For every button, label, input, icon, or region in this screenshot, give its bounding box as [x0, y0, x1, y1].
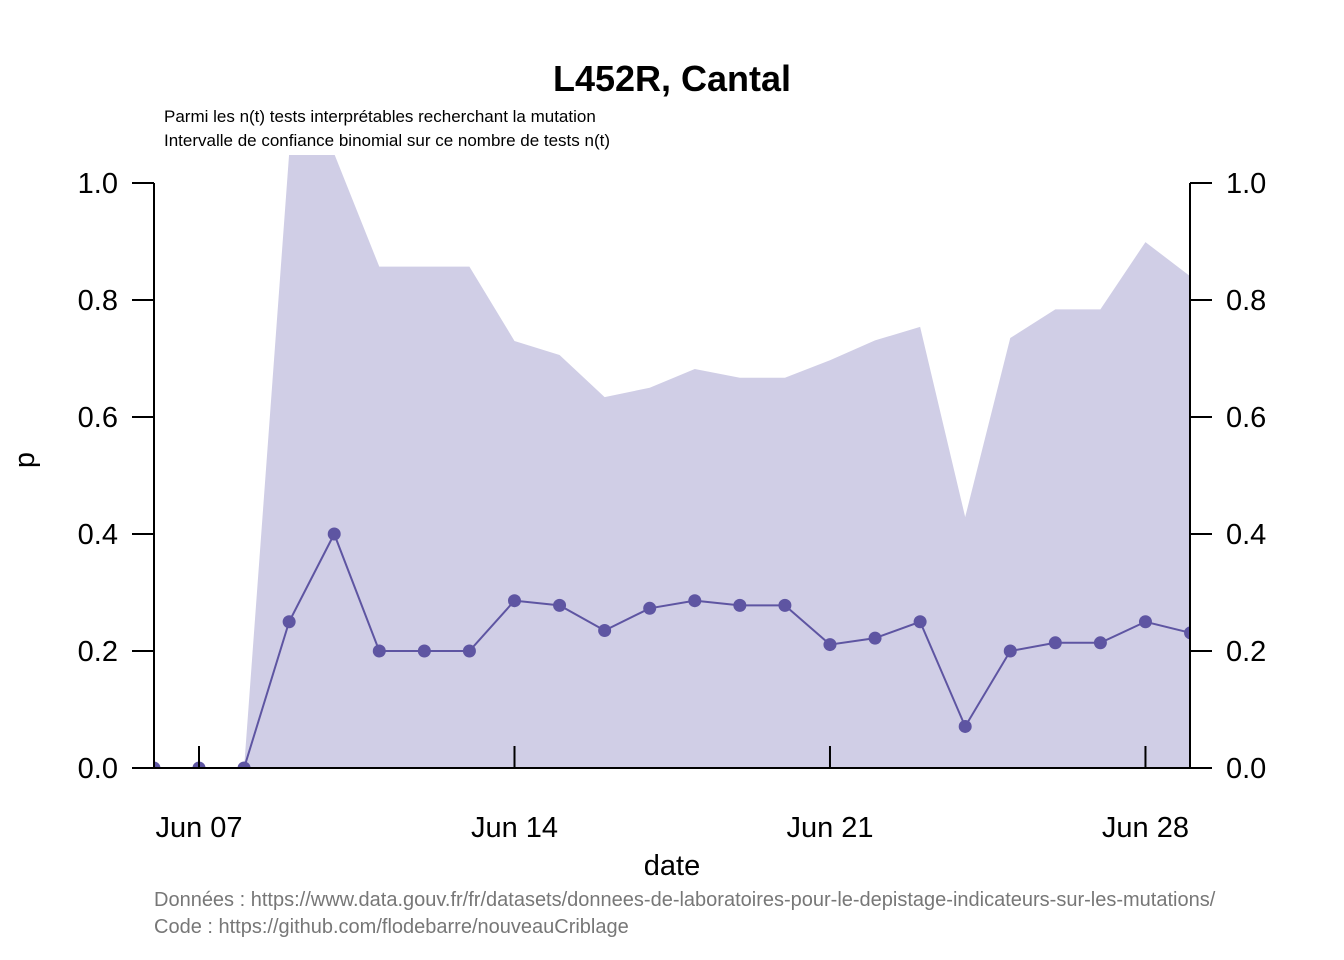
data-point	[282, 615, 296, 629]
chart-title: L452R, Cantal	[553, 58, 791, 99]
data-point	[823, 638, 837, 652]
y-tick-label-right: 0.4	[1226, 519, 1266, 551]
data-point	[372, 644, 386, 658]
data-point	[778, 598, 792, 612]
data-point	[237, 761, 251, 768]
data-point	[327, 527, 341, 541]
data-point	[1138, 615, 1152, 629]
x-tick-label: Jun 28	[1102, 812, 1189, 844]
data-point	[913, 615, 927, 629]
axes: 0.0 0.0 0.2 0.2 0.4 0.4 0.6 0.6 0.8 0.8 1.0 1.0 Jun …	[78, 168, 1267, 844]
y-tick-label-right: 0.8	[1226, 285, 1266, 317]
data-point	[733, 598, 747, 612]
data-point	[958, 719, 972, 733]
x-tick-label: Jun 21	[786, 812, 873, 844]
chart-subtitle-line-2: Intervalle de confiance binomial sur ce …	[164, 131, 610, 150]
confidence-band	[154, 155, 1190, 768]
data-point	[1184, 626, 1190, 640]
y-tick-label-left: 0.2	[78, 636, 118, 668]
proportion-series-layer	[154, 527, 1190, 768]
data-point	[688, 594, 702, 608]
confidence-band-layer	[154, 155, 1190, 768]
caption-code-source: Code : https://github.com/flodebarre/nou…	[154, 916, 629, 938]
x-tick-label: Jun 07	[155, 812, 242, 844]
y-tick-label-left: 0.4	[78, 519, 118, 551]
data-point	[643, 601, 657, 615]
proportion-line	[154, 531, 1190, 768]
chart-subtitle-line-1: Parmi les n(t) tests interprétables rech…	[164, 107, 596, 126]
y-tick-label-right: 0.0	[1226, 753, 1266, 785]
data-point	[462, 644, 476, 658]
x-axis-title: date	[644, 850, 700, 882]
y-tick-label-left: 0.0	[78, 753, 118, 785]
data-point	[1048, 636, 1062, 650]
data-point	[1003, 644, 1017, 658]
data-point	[1093, 636, 1107, 650]
data-point	[553, 598, 567, 612]
y-tick-label-right: 0.6	[1226, 402, 1266, 434]
y-tick-label-left: 1.0	[78, 168, 118, 200]
data-point	[598, 624, 612, 638]
data-point	[507, 594, 521, 608]
y-tick-label-right: 0.2	[1226, 636, 1266, 668]
data-point	[868, 631, 882, 645]
y-tick-label-left: 0.6	[78, 402, 118, 434]
x-tick-label: Jun 14	[471, 812, 558, 844]
y-tick-label-left: 0.8	[78, 285, 118, 317]
data-point	[417, 644, 431, 658]
data-point	[154, 761, 161, 768]
y-tick-label-right: 1.0	[1226, 168, 1266, 200]
y-axis-title: p	[9, 452, 41, 468]
caption-data-source: Données : https://www.data.gouv.fr/fr/da…	[154, 889, 1216, 911]
